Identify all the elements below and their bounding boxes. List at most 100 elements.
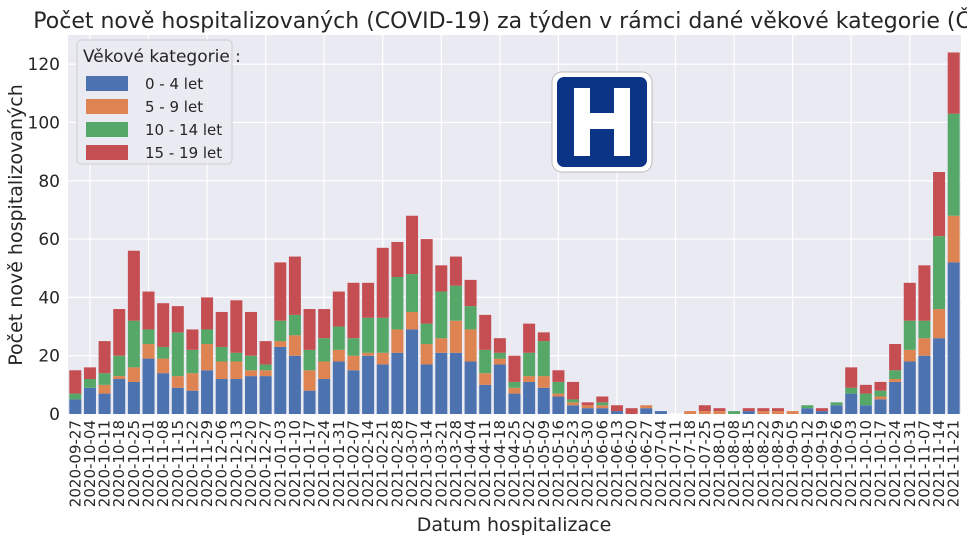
bar-segment [523,352,536,377]
bar-segment [757,411,770,414]
y-tick-label: 20 [38,347,60,367]
bar-segment [479,349,492,374]
bar-segment [947,52,960,114]
bar-segment [142,291,155,330]
x-tick-label: 2020-10-04 [81,420,99,507]
x-tick-label: 2021-10-03 [842,420,860,507]
bar-segment [493,352,506,359]
bar-segment [98,384,111,394]
bar-segment [127,381,140,414]
x-tick-label: 2020-12-13 [227,420,245,507]
bar-segment [523,323,536,353]
y-tick-label: 80 [38,172,60,192]
bar-segment [420,344,433,365]
bar-segment [786,411,799,414]
bar-segment [69,393,82,400]
bar-segment [69,370,82,394]
x-tick-label: 2021-07-25 [696,420,714,507]
bar-segment [537,376,550,388]
bar-segment [142,358,155,414]
bar-segment [552,370,565,382]
x-tick-label: 2021-08-01 [710,420,728,507]
x-tick-label: 2021-02-21 [374,420,392,507]
bar-segment [845,393,858,414]
bar-segment [274,341,287,347]
bar-segment [435,291,448,339]
x-tick-label: 2020-12-06 [213,420,231,507]
bar-segment [332,361,345,414]
x-tick-label: 2021-10-17 [871,420,889,507]
bar-segment [889,344,902,371]
x-tick-label: 2021-08-22 [754,420,772,507]
bar-segment [230,379,243,414]
x-tick-label: 2021-05-16 [549,420,567,507]
legend: Věkové kategorie : 0 - 4 let 5 - 9 let 10 … [76,39,241,165]
bar-segment [815,408,828,412]
bar-segment [918,338,931,356]
bar-segment [830,405,843,414]
bar-segment [947,113,960,216]
bar-segment [713,408,726,412]
bar-segment [640,408,653,414]
bar-segment [113,379,126,414]
bar-segment [435,352,448,414]
bar-segment [420,239,433,324]
bar-segment [903,349,916,362]
bar-segment [728,411,741,414]
bar-segment [523,376,536,382]
bar-segment [171,306,184,333]
bar-segment [113,376,126,380]
bar-segment [508,355,521,382]
x-tick-label: 2021-05-02 [520,420,538,507]
bar-segment [362,282,375,318]
bar-segment [157,373,170,414]
bar-segment [772,408,785,412]
x-tick-label: 2020-11-01 [140,420,158,507]
x-tick-label: 2021-09-05 [784,420,802,507]
legend-swatch [86,145,128,160]
x-tick-label: 2021-03-07 [403,420,421,507]
bar-segment [230,352,243,362]
bar-segment [288,256,301,315]
bar-segment [244,376,257,414]
x-tick-label: 2020-11-15 [169,420,187,507]
x-tick-label: 2021-09-12 [798,420,816,507]
bar-segment [508,381,521,388]
bar-segment [801,408,814,414]
bar-segment [113,355,126,377]
bar-segment [874,399,887,414]
legend-label: 10 - 14 let [145,121,222,139]
bar-segment [332,349,345,362]
bar-segment [376,352,389,365]
bar-segment [772,411,785,414]
bar-segment [449,320,462,353]
bar-segment [947,262,960,414]
bar-segment [420,364,433,414]
x-tick-label: 2020-12-27 [257,420,275,507]
x-tick-label: 2021-07-04 [652,420,670,507]
bar-segment [552,381,565,394]
x-tick-label: 2021-01-10 [286,420,304,507]
x-tick-label: 2021-07-11 [667,420,685,507]
bar-segment [464,306,477,330]
legend-items: 0 - 4 let 5 - 9 let 10 - 14 let 15 - 19 let [86,75,222,162]
y-axis-ticks: 0 20 40 60 80 100 120 [28,55,60,425]
x-tick-label: 2021-03-28 [447,420,465,507]
bar-segment [186,349,199,374]
bar-segment [449,285,462,321]
bar-segment [362,317,375,353]
bar-segment [874,390,887,397]
bar-segment [201,329,214,345]
bar-segment [288,355,301,414]
x-tick-label: 2021-03-14 [418,420,436,507]
bar-segment [127,320,140,368]
bar-segment [201,344,214,371]
bar-segment [69,399,82,414]
legend-title: Věkové kategorie : [83,47,241,67]
bar-segment [903,361,916,414]
bar-segment [406,274,419,312]
bar-segment [537,332,550,342]
bar-segment [244,355,257,371]
bar-segment [889,379,902,382]
